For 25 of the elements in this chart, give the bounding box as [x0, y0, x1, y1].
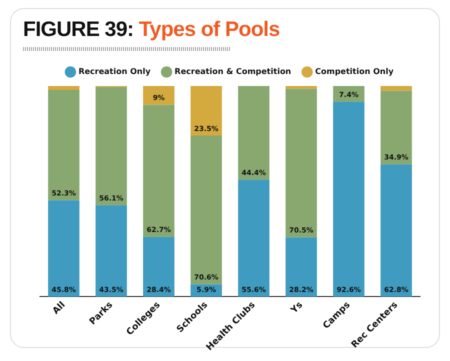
- bar: [48, 200, 80, 297]
- x-tick-label: All: [51, 300, 68, 317]
- bar: [190, 86, 222, 136]
- bar: [96, 86, 127, 206]
- bar: [143, 86, 174, 105]
- bar: [286, 88, 317, 238]
- bar: [48, 90, 80, 200]
- bar: [238, 86, 270, 180]
- legend-label: Recreation Only: [78, 67, 152, 76]
- bar: [143, 104, 174, 237]
- legend-label: Recreation & Competition: [174, 67, 292, 76]
- bar: [48, 86, 80, 90]
- bar: [143, 236, 174, 297]
- bar: [238, 180, 270, 297]
- bar: [286, 237, 317, 297]
- legend-label: Competition Only: [315, 67, 394, 76]
- bar: [380, 164, 412, 297]
- bar: [333, 102, 364, 297]
- bar: [380, 86, 412, 91]
- chart-title: FIGURE 39: Types of Pools: [23, 18, 280, 42]
- bar: [96, 205, 127, 297]
- bar: [380, 90, 412, 164]
- bar: [190, 136, 222, 284]
- x-tick-label: Ys: [288, 300, 306, 316]
- bar: [286, 86, 317, 89]
